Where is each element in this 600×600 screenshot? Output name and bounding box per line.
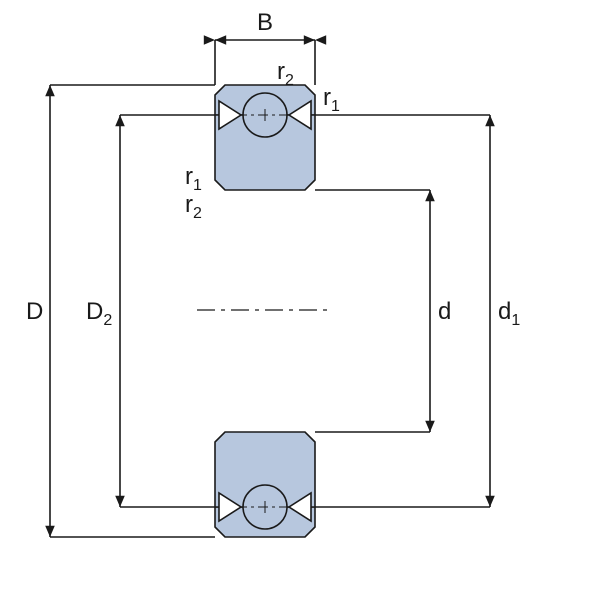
- label-D: D: [26, 298, 43, 325]
- label-r2-top: r2: [277, 58, 294, 89]
- bearing-diagram: Br2r1r1r2DD2dd1: [0, 0, 600, 600]
- label-d1: d1: [498, 298, 520, 329]
- label-B: B: [257, 9, 273, 36]
- label-r1-left: r1: [185, 163, 202, 194]
- label-r2-left: r2: [185, 191, 202, 222]
- lower-section: [215, 432, 315, 537]
- label-D2: D2: [86, 298, 112, 329]
- upper-section: [215, 85, 315, 190]
- label-d: d: [438, 298, 451, 325]
- label-r1-top: r1: [323, 84, 340, 115]
